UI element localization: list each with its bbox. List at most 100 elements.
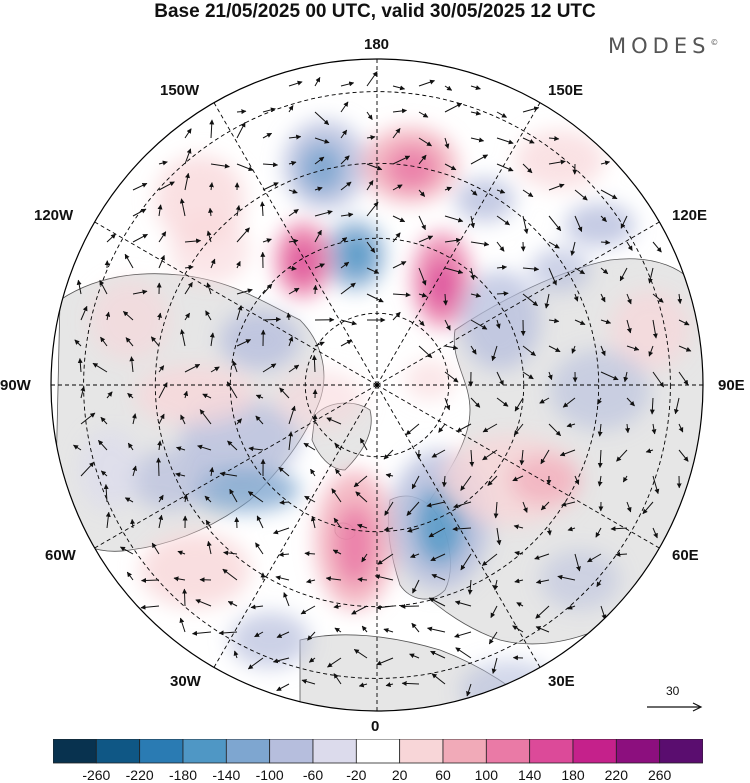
wind-arrow xyxy=(77,358,83,373)
wind-arrow xyxy=(259,201,265,217)
wind-arrow xyxy=(307,631,316,641)
anomaly-patch xyxy=(460,270,540,370)
wind-arrow xyxy=(522,266,540,272)
wind-arrow xyxy=(678,449,689,462)
wind-arrow xyxy=(179,198,186,217)
wind-arrow xyxy=(366,71,378,87)
lon-label-30e: 30E xyxy=(548,673,575,690)
wind-arrow xyxy=(513,423,524,436)
wind-arrow xyxy=(625,423,630,434)
wind-arrow xyxy=(275,575,290,581)
wind-arrow xyxy=(262,132,273,139)
wind-arrow xyxy=(197,444,212,451)
wind-arrow xyxy=(496,397,509,407)
anomaly-patch xyxy=(530,248,590,292)
wind-arrow xyxy=(301,679,316,685)
wind-arrow xyxy=(620,215,628,229)
wind-arrow xyxy=(619,267,628,282)
wind-arrow xyxy=(132,233,148,243)
wind-arrow xyxy=(226,381,238,399)
wind-arrow xyxy=(100,470,108,477)
wind-arrow xyxy=(392,232,401,243)
wind-arrow xyxy=(119,546,134,555)
wind-arrow xyxy=(123,311,134,321)
anomaly-patch xyxy=(230,612,310,668)
wind-arrow xyxy=(652,241,662,253)
wind-arrow xyxy=(130,518,136,529)
wind-arrow xyxy=(600,371,619,381)
anomaly-patch xyxy=(300,143,344,193)
meridian-line xyxy=(213,384,378,668)
wind-arrow xyxy=(392,261,407,269)
wind-arrow xyxy=(286,312,292,321)
wind-arrow xyxy=(431,673,446,685)
colorbar-tick-label: -180 xyxy=(168,767,198,783)
wind-arrow xyxy=(288,364,300,373)
latitude-circle xyxy=(229,237,525,533)
wind-arrow xyxy=(522,501,528,513)
wind-arrow xyxy=(276,631,290,638)
wind-arrow xyxy=(626,345,640,351)
wind-arrow xyxy=(522,215,529,234)
wind-arrow xyxy=(80,412,96,425)
wind-arrow xyxy=(376,657,394,666)
wind-arrow xyxy=(98,440,108,451)
wind-arrow xyxy=(548,159,566,165)
latitude-circle xyxy=(154,162,600,608)
wind-arrow xyxy=(626,319,632,334)
anomaly-patch xyxy=(80,430,140,510)
wind-arrow xyxy=(467,579,473,595)
wind-arrow xyxy=(678,345,692,352)
wind-arrow xyxy=(444,267,464,275)
wind-arrow xyxy=(177,550,186,556)
wind-arrow xyxy=(442,293,448,306)
wind-arrow xyxy=(512,475,524,482)
wind-arrow xyxy=(127,442,134,451)
wind-arrow xyxy=(288,265,297,271)
colorbar-tick-label: -260 xyxy=(82,767,111,783)
anomaly-patch xyxy=(550,350,650,430)
anomaly-patch xyxy=(427,260,457,310)
wind-arrow xyxy=(129,356,135,373)
anomaly-patch xyxy=(460,660,560,711)
wind-arrow xyxy=(645,448,654,454)
wind-arrow xyxy=(418,345,433,359)
wind-arrow xyxy=(623,371,629,383)
wind-arrow xyxy=(392,215,406,223)
wind-arrow xyxy=(411,622,420,633)
wind-arrow xyxy=(470,292,482,298)
wind-arrow xyxy=(493,501,499,519)
wind-arrow xyxy=(184,128,192,139)
wind-arrow xyxy=(597,449,603,468)
wind-arrow xyxy=(430,650,446,659)
wind-arrow xyxy=(496,527,502,546)
wind-arrow xyxy=(441,475,447,488)
wind-arrow xyxy=(366,267,380,274)
colorbar-swatch xyxy=(659,739,703,764)
lon-label-60e: 60E xyxy=(672,547,699,564)
wind-arrow xyxy=(444,186,452,192)
wind-arrow xyxy=(184,312,191,321)
wind-arrow xyxy=(179,617,186,633)
wind-arrow xyxy=(626,293,632,305)
wind-arrow xyxy=(206,230,212,243)
wind-arrow xyxy=(454,631,472,638)
wind-arrow xyxy=(600,189,618,200)
wind-arrow xyxy=(412,579,420,594)
wind-arrow xyxy=(262,238,272,243)
wind-arrow xyxy=(157,440,163,451)
colorbar-swatch xyxy=(225,739,271,764)
wind-arrow xyxy=(326,417,342,425)
wind-arrow xyxy=(519,449,525,466)
reference-vector-arrow xyxy=(647,702,703,712)
wind-arrow xyxy=(444,85,453,91)
wind-arrow xyxy=(626,241,633,251)
wind-arrow xyxy=(597,397,602,405)
wind-arrow xyxy=(184,172,190,191)
wind-arrow xyxy=(353,648,368,659)
anomaly-patch xyxy=(610,290,690,370)
wind-arrow xyxy=(470,319,488,330)
wind-arrow xyxy=(522,293,538,307)
wind-arrow xyxy=(469,449,475,467)
wind-arrow xyxy=(574,475,580,485)
